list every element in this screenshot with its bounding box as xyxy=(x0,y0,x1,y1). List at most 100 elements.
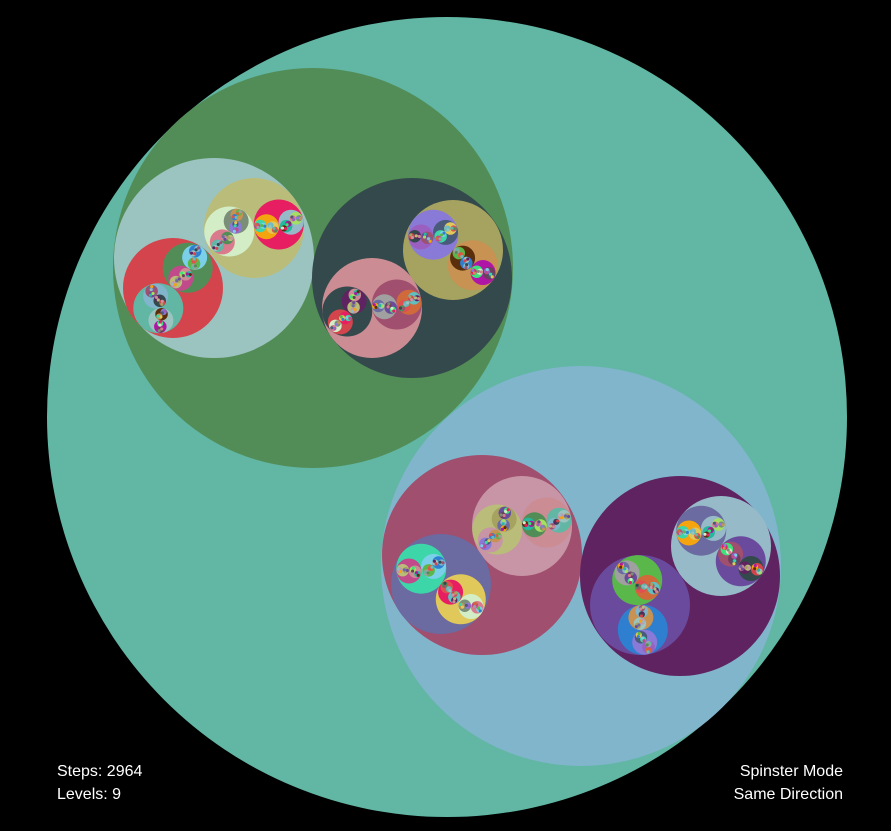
circle-level-8 xyxy=(254,223,258,227)
circle-level-8 xyxy=(160,311,164,315)
circle-level-8 xyxy=(460,605,465,609)
circle-level-8 xyxy=(430,565,434,569)
circle-level-8 xyxy=(406,301,410,305)
circle-level-8 xyxy=(151,291,155,296)
circle-level-8 xyxy=(352,301,356,305)
circle-level-8 xyxy=(556,519,560,523)
circle-level-8 xyxy=(476,606,481,610)
circle-level-8 xyxy=(490,275,494,279)
circle-level-8 xyxy=(233,224,237,228)
stats-panel: Steps: 2964 Levels: 9 xyxy=(57,760,142,806)
circle-level-8 xyxy=(640,611,644,615)
circle-level-8 xyxy=(386,305,390,309)
nested-circles[interactable] xyxy=(47,17,847,817)
circle-level-8 xyxy=(471,268,475,273)
circle-level-8 xyxy=(398,570,403,574)
circle-level-8 xyxy=(567,514,571,519)
circle-level-8 xyxy=(194,248,198,252)
circle-level-8 xyxy=(718,522,722,526)
circle-level-8 xyxy=(215,246,219,250)
circle-level-8 xyxy=(193,264,198,268)
circle-level-8 xyxy=(439,233,444,237)
circle-level-8 xyxy=(190,251,194,255)
circle-level-8 xyxy=(434,562,438,566)
circle-level-8 xyxy=(272,226,276,230)
circle-level-8 xyxy=(354,291,358,296)
circle-level-8 xyxy=(405,568,409,573)
circle-level-8 xyxy=(649,585,653,590)
circle-level-8 xyxy=(423,570,427,574)
circle-level-8 xyxy=(333,326,337,330)
circle-level-8 xyxy=(485,271,489,275)
circle-level-8 xyxy=(641,584,645,588)
circle-level-8 xyxy=(619,565,623,569)
circle-level-8 xyxy=(423,235,427,239)
circle-level-8 xyxy=(381,304,385,308)
circle-level-8 xyxy=(642,620,646,624)
circle-level-8 xyxy=(465,263,469,267)
circle-level-8 xyxy=(387,302,391,306)
circle-level-8 xyxy=(188,272,192,277)
circle-level-8 xyxy=(177,277,181,281)
circle-level-8 xyxy=(392,309,396,313)
circle-level-8 xyxy=(706,533,710,537)
steps-counter: Steps: 2964 xyxy=(57,763,143,780)
circle-level-8 xyxy=(558,513,562,517)
circle-level-8 xyxy=(478,609,482,613)
circle-level-8 xyxy=(694,533,699,537)
circle-level-8 xyxy=(235,228,239,232)
circle-level-8 xyxy=(398,306,403,310)
circle-level-8 xyxy=(628,581,632,585)
circle-level-8 xyxy=(758,571,762,575)
circle-level-8 xyxy=(374,305,378,309)
circle-level-8 xyxy=(691,531,695,535)
circle-level-8 xyxy=(528,522,532,526)
circle-level-8 xyxy=(655,590,659,594)
circle-level-8 xyxy=(728,551,732,555)
circle-level-8 xyxy=(158,320,162,324)
circle-level-8 xyxy=(432,559,436,563)
circle-level-8 xyxy=(634,625,638,629)
circle-level-8 xyxy=(491,535,495,539)
circle-level-8 xyxy=(677,529,681,533)
circle-level-8 xyxy=(504,509,508,514)
circle-level-8 xyxy=(636,634,640,639)
circle-level-8 xyxy=(197,246,201,250)
circle-level-8 xyxy=(260,224,264,228)
circle-level-8 xyxy=(531,522,535,526)
circle-level-8 xyxy=(417,234,421,239)
circle-level-8 xyxy=(744,565,748,569)
circle-level-8 xyxy=(402,568,406,572)
circle-level-8 xyxy=(648,641,652,645)
circle-level-8 xyxy=(734,553,738,557)
circle-level-8 xyxy=(500,527,504,531)
circle-level-8 xyxy=(627,574,632,578)
circle-level-8 xyxy=(503,526,507,530)
circle-level-8 xyxy=(149,288,153,292)
circle-level-8 xyxy=(274,229,278,233)
circle-level-8 xyxy=(454,591,458,595)
circle-level-8 xyxy=(498,534,502,538)
circle-level-8 xyxy=(653,587,657,591)
circle-level-8 xyxy=(350,309,354,313)
circle-level-8 xyxy=(416,573,420,577)
circle-level-8 xyxy=(372,303,376,307)
circle-level-8 xyxy=(170,282,174,286)
circle-level-8 xyxy=(409,233,413,237)
circle-level-8 xyxy=(548,524,553,528)
circle-level-8 xyxy=(150,285,154,289)
circle-level-8 xyxy=(635,583,639,587)
circle-level-8 xyxy=(502,519,506,523)
circle-level-8 xyxy=(640,636,644,640)
circle-level-8 xyxy=(356,290,360,294)
circle-level-8 xyxy=(455,247,459,251)
circle-level-8 xyxy=(678,532,683,536)
circle-level-8 xyxy=(619,562,623,566)
circle-level-8 xyxy=(160,299,164,303)
circle-level-8 xyxy=(453,597,457,601)
circle-level-8 xyxy=(157,329,161,333)
circle-level-8 xyxy=(732,562,736,566)
circle-level-8 xyxy=(236,211,240,216)
circle-level-8 xyxy=(299,216,303,221)
